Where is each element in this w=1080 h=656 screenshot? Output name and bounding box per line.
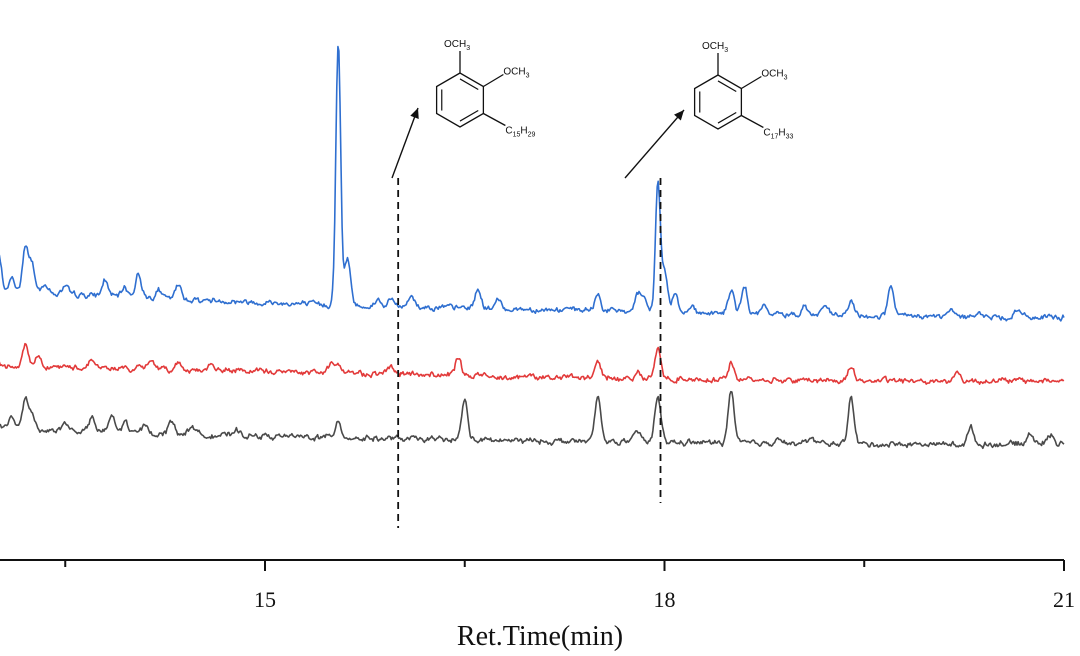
- double-bond-line: [459, 110, 479, 122]
- x-axis-title: Ret.Time(min): [457, 621, 623, 652]
- methoxy-label: OCH3: [702, 41, 728, 54]
- x-axis: 15 18 21 Ret.Time(min): [0, 559, 1075, 652]
- structure-annotations: OCH3 OCH3 C15H29 OCH3 OCH3 C17H33: [391, 39, 794, 528]
- double-bond-line: [459, 78, 479, 90]
- trace-1: [0, 45, 1065, 322]
- x-tick-label: 18: [654, 587, 676, 612]
- double-bond-line: [717, 80, 737, 92]
- methoxy-label: OCH3: [503, 67, 529, 80]
- structure-annotation-2: OCH3 OCH3 C17H33: [624, 41, 794, 503]
- arrowhead-icon: [674, 110, 684, 121]
- trace-2: [0, 342, 1065, 386]
- x-tick-label: 15: [254, 587, 276, 612]
- structure-annotation-1: OCH3 OCH3 C15H29: [391, 39, 536, 528]
- x-tick-label: 21: [1053, 587, 1075, 612]
- bond-line: [483, 112, 506, 127]
- bond-line: [741, 114, 764, 129]
- x-axis-ticks: 15 18 21: [64, 560, 1075, 612]
- bond-line: [741, 75, 762, 90]
- benzene-ring-icon: [693, 74, 743, 130]
- annotation-arrow: [391, 107, 419, 179]
- methoxy-label: OCH3: [444, 39, 470, 52]
- arrowhead-icon: [410, 108, 419, 119]
- alkyl-chain-label: C15H29: [505, 126, 535, 139]
- chromatogram-traces: [0, 45, 1065, 450]
- methoxy-label: OCH3: [761, 69, 787, 82]
- benzene-ring-icon: [435, 72, 485, 128]
- bond-line: [483, 73, 504, 88]
- double-bond-line: [717, 112, 737, 124]
- alkyl-chain-label: C17H33: [763, 128, 793, 141]
- trace-3: [0, 390, 1065, 450]
- annotation-arrow: [624, 109, 685, 179]
